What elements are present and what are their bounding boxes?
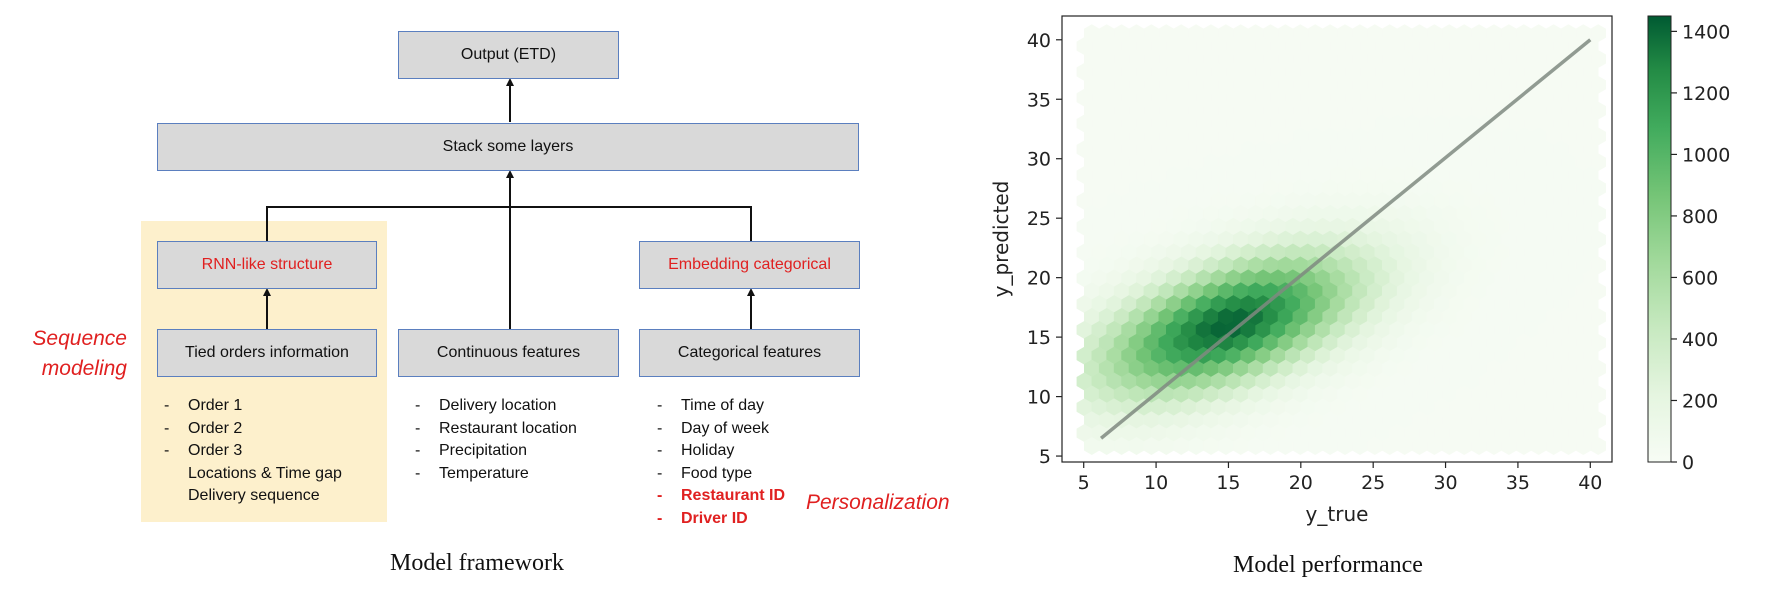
list-item: - Order 1 bbox=[164, 397, 243, 414]
list-item: - Time of day bbox=[657, 397, 764, 414]
x-axis: 5 10 15 20 25 30 35 40 bbox=[1078, 462, 1602, 494]
y-tick-label: 40 bbox=[1027, 30, 1051, 52]
list-item-personalization: - Driver ID bbox=[657, 509, 748, 527]
list-item: - Delivery location bbox=[415, 397, 557, 414]
colorbar bbox=[1647, 15, 1672, 463]
y-tick-label: 35 bbox=[1027, 89, 1051, 111]
list-item: - Holiday bbox=[657, 442, 735, 459]
colorbar-tick-label: 1200 bbox=[1682, 83, 1730, 105]
colorbar-tick-label: 0 bbox=[1682, 452, 1694, 474]
colorbar-ticks: 0 200 400 600 800 1000 1200 1400 bbox=[1671, 21, 1730, 474]
colorbar-tick-label: 400 bbox=[1682, 329, 1718, 351]
y-axis-label: y_predicted bbox=[989, 181, 1013, 298]
sequence-modeling-note: Sequence modeling bbox=[22, 324, 127, 384]
connector-rnn-embedding bbox=[266, 206, 752, 241]
continuous-features-list: - Delivery location - Restaurant location … bbox=[415, 395, 577, 485]
list-item: - Restaurant location bbox=[415, 419, 577, 437]
framework-caption: Model framework bbox=[390, 550, 564, 576]
rnn-structure-box: RNN-like structure bbox=[157, 241, 377, 289]
embedding-categorical-box: Embedding categorical bbox=[639, 241, 860, 289]
tied-orders-box: Tied orders information bbox=[157, 329, 377, 377]
output-box: Output (ETD) bbox=[398, 31, 619, 79]
y-tick-label: 5 bbox=[1039, 446, 1051, 468]
colorbar-tick-label: 200 bbox=[1682, 390, 1718, 412]
colorbar-tick-label: 600 bbox=[1682, 267, 1718, 289]
list-item: - Day of week bbox=[657, 419, 770, 437]
x-tick-label: 5 bbox=[1078, 472, 1090, 494]
list-item: - Order 3 bbox=[164, 442, 243, 459]
colorbar-tick-label: 800 bbox=[1682, 206, 1718, 228]
x-tick-label: 10 bbox=[1144, 472, 1168, 494]
y-tick-label: 20 bbox=[1027, 268, 1051, 290]
list-item: - Precipitation bbox=[415, 442, 528, 459]
y-tick-label: 15 bbox=[1027, 327, 1051, 349]
performance-caption: Model performance bbox=[1233, 552, 1423, 578]
y-tick-label: 25 bbox=[1027, 208, 1051, 230]
list-item: - Temperature bbox=[415, 464, 529, 482]
categorical-features-list: - Time of day - Day of week - Holiday - Food… bbox=[657, 395, 785, 530]
x-axis-label: y_true bbox=[1306, 502, 1369, 526]
continuous-features-box: Continuous features bbox=[398, 329, 619, 377]
hex-cell bbox=[1590, 437, 1606, 455]
reference-line bbox=[1099, 38, 1592, 440]
sequence-note-line2: modeling bbox=[41, 357, 127, 380]
list-item: - Food type bbox=[657, 464, 753, 482]
colorbar-tick-label: 1000 bbox=[1682, 144, 1730, 166]
x-tick-label: 15 bbox=[1216, 472, 1240, 494]
list-item: - Order 2 bbox=[164, 419, 243, 437]
categorical-features-box: Categorical features bbox=[639, 329, 860, 377]
colorbar-tick-label: 1400 bbox=[1682, 21, 1730, 43]
y-tick-label: 30 bbox=[1027, 149, 1051, 171]
x-tick-label: 30 bbox=[1433, 472, 1457, 494]
x-tick-label: 25 bbox=[1361, 472, 1385, 494]
plot-frame bbox=[1061, 15, 1613, 463]
list-item-continuation: Locations & Time gap bbox=[188, 464, 342, 482]
list-item-continuation: Delivery sequence bbox=[188, 487, 320, 504]
list-item-personalization: - Restaurant ID bbox=[657, 487, 786, 504]
tied-orders-list: - Order 1 - Order 2 - Order 3 Locations & T… bbox=[164, 395, 342, 508]
hexbin-cells bbox=[1076, 24, 1606, 455]
y-tick-label: 10 bbox=[1027, 387, 1051, 409]
y-axis: 5 10 15 20 25 30 35 40 bbox=[1027, 30, 1062, 468]
personalization-note: Personalization bbox=[806, 491, 950, 514]
x-tick-label: 40 bbox=[1578, 472, 1602, 494]
sequence-note-line1: Sequence bbox=[32, 327, 127, 350]
x-tick-label: 20 bbox=[1289, 472, 1313, 494]
x-tick-label: 35 bbox=[1506, 472, 1530, 494]
stack-layers-box: Stack some layers bbox=[157, 123, 859, 171]
